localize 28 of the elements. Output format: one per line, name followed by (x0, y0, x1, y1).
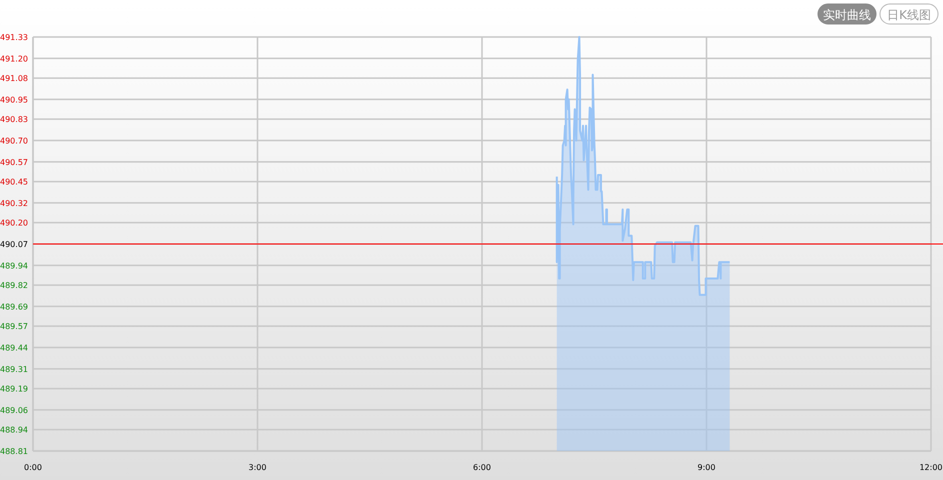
y-tick-label: 489.44 (0, 344, 28, 352)
text: 日K线图 (887, 8, 931, 22)
y-tick-label: 491.20 (0, 54, 28, 64)
y-tick-label: 488.94 (0, 426, 28, 435)
y-tick-label: 491.33 (0, 33, 28, 42)
text: 实时曲线 (823, 8, 871, 22)
y-tick-label: 490.83 (0, 115, 28, 124)
y-tick-label: 490.20 (0, 218, 28, 228)
y-tick-label: 489.94 (0, 261, 28, 270)
y-tick-label: 489.57 (0, 322, 28, 332)
y-tick-label: 489.69 (0, 302, 28, 312)
y-tick-label: 490.70 (0, 136, 28, 146)
y-tick-label: 491.08 (0, 74, 28, 84)
y-tick-label: 488.81 (0, 447, 28, 456)
y-tick-label: 489.06 (0, 406, 28, 415)
x-tick-label: 12:00 (919, 463, 943, 472)
y-tick-label: 490.95 (0, 95, 28, 104)
x-tick-label: 9:00 (698, 463, 716, 472)
y-tick-label: 490.45 (0, 178, 28, 187)
x-tick-label: 6:00 (473, 463, 491, 472)
y-tick-label: 489.19 (0, 384, 28, 394)
y-tick-label: 490.32 (0, 198, 28, 208)
y-tick-label: 489.82 (0, 281, 28, 290)
y-tick-label: 490.57 (0, 158, 28, 167)
y-tick-label: 489.31 (0, 364, 28, 374)
x-tick-label: 3:00 (248, 463, 266, 472)
y-tick-label: 490.07 (0, 240, 28, 249)
x-tick-label: 0:00 (24, 463, 42, 472)
